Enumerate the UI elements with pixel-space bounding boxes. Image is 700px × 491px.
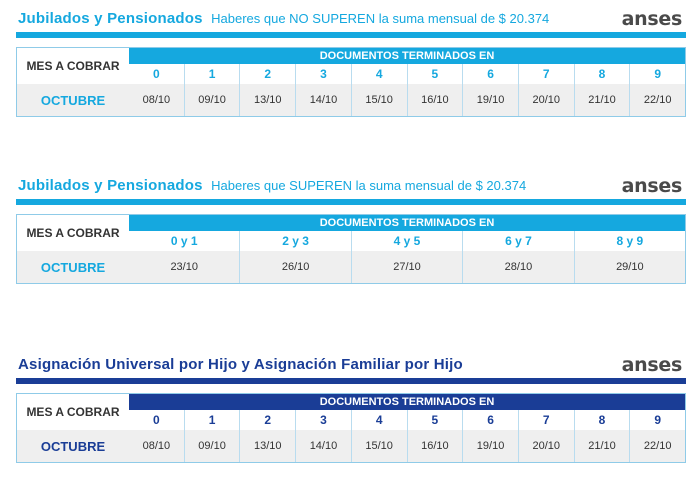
document-digit-cell: 8 <box>573 64 630 84</box>
payment-date-cell: 14/10 <box>295 430 351 462</box>
payment-schedule-table: MES A COBRAR OCTUBRE DOCUMENTOS TERMINAD… <box>16 47 686 117</box>
document-digit-cell: 4 <box>350 64 407 84</box>
payment-schedule-table: MES A COBRAR OCTUBRE DOCUMENTOS TERMINAD… <box>16 214 686 284</box>
payment-date-cell: 28/10 <box>462 251 573 283</box>
section-title: Asignación Universal por Hijo y Asignaci… <box>18 356 467 374</box>
payment-date-cell: 08/10 <box>142 94 171 106</box>
payment-date-cell: 09/10 <box>183 430 240 462</box>
document-digit-cell: 1 <box>183 64 240 84</box>
document-digit-cell: 6 <box>462 410 518 430</box>
schedule-section-2: Jubilados y Pensionados Haberes que SUPE… <box>16 173 686 284</box>
header-rule <box>16 199 686 205</box>
payment-schedule-table: MES A COBRAR OCTUBRE DOCUMENTOS TERMINAD… <box>16 393 686 463</box>
document-digit-cell: 2 <box>239 410 295 430</box>
anses-logo: anses <box>621 8 683 30</box>
document-digit-cell: 0 <box>153 413 160 427</box>
payment-date-cell: 22/10 <box>629 430 685 462</box>
document-digit-cell: 6 <box>462 64 518 84</box>
section-title-main: Jubilados y Pensionados <box>18 177 203 194</box>
month-value: OCTUBRE <box>17 430 129 462</box>
payment-date-cell: 16/10 <box>406 84 463 116</box>
document-digit-cell: 7 <box>517 64 574 84</box>
document-digit-cell: 9 <box>629 64 685 84</box>
mes-a-cobrar-label: MES A COBRAR <box>26 226 120 240</box>
month-value: OCTUBRE <box>17 84 129 116</box>
payment-date-cell: 22/10 <box>629 84 685 116</box>
payment-date-cell: 26/10 <box>239 251 350 283</box>
document-digit-cell: 5 <box>406 64 463 84</box>
section-subtitle: Haberes que NO SUPEREN la suma mensual d… <box>211 11 550 26</box>
anses-logo: anses <box>621 354 683 376</box>
dates-row: 08/10 09/10 13/10 14/10 15/10 16/10 19/10 20/10… <box>129 430 685 462</box>
payment-date-cell: 13/10 <box>239 430 295 462</box>
section-subtitle: Haberes que SUPEREN la suma mensual de $… <box>211 178 527 193</box>
payment-date-cell: 15/10 <box>350 84 407 116</box>
section-title-main: Asignación Universal por Hijo y Asignaci… <box>18 356 463 373</box>
document-digit-cell: 4 y 5 <box>350 231 462 251</box>
month-value: OCTUBRE <box>17 251 129 283</box>
payment-date-cell: 20/10 <box>517 430 574 462</box>
payment-date-cell: 14/10 <box>295 84 351 116</box>
payment-date-cell: 15/10 <box>350 430 407 462</box>
document-digit-cell: 2 y 3 <box>239 231 350 251</box>
anses-logo: anses <box>621 175 683 197</box>
payment-date-cell: 23/10 <box>170 261 198 273</box>
mes-a-cobrar-label: MES A COBRAR <box>26 405 120 419</box>
header-rule <box>16 378 686 384</box>
payment-date-cell: 20/10 <box>517 84 574 116</box>
document-digit-cell: 5 <box>406 410 463 430</box>
section-header: Jubilados y Pensionados Haberes que SUPE… <box>16 173 686 199</box>
payment-date-cell: 13/10 <box>239 84 295 116</box>
document-digit-cell: 4 <box>350 410 407 430</box>
section-header: Jubilados y Pensionados Haberes que NO S… <box>16 6 686 32</box>
payment-date-cell: 16/10 <box>406 430 463 462</box>
document-digit-cell: 0 y 1 <box>170 234 198 248</box>
schedule-section-1: Jubilados y Pensionados Haberes que NO S… <box>16 6 686 117</box>
mes-a-cobrar-label: MES A COBRAR <box>26 59 120 73</box>
month-column: MES A COBRAR OCTUBRE <box>17 394 129 462</box>
document-digit-cell: 1 <box>183 410 240 430</box>
section-title: Jubilados y Pensionados Haberes que NO S… <box>18 10 549 28</box>
payment-date-cell: 27/10 <box>350 251 462 283</box>
documentos-header: DOCUMENTOS TERMINADOS EN <box>129 394 685 410</box>
document-digit-cell: 8 y 9 <box>573 231 685 251</box>
month-column: MES A COBRAR OCTUBRE <box>17 215 129 283</box>
document-digit-cell: 3 <box>295 410 351 430</box>
month-column: MES A COBRAR OCTUBRE <box>17 48 129 116</box>
document-digit-cell: 7 <box>517 410 574 430</box>
section-header: Asignación Universal por Hijo y Asignaci… <box>16 352 686 378</box>
document-digit-cell: 2 <box>239 64 295 84</box>
payment-date-cell: 09/10 <box>183 84 240 116</box>
payment-date-cell: 21/10 <box>573 430 630 462</box>
dates-row: 08/10 09/10 13/10 14/10 15/10 16/10 19/10 20/10… <box>129 84 685 116</box>
payment-date-cell: 19/10 <box>462 430 518 462</box>
document-digit-cell: 0 <box>153 67 160 81</box>
document-digit-cell: 8 <box>573 410 630 430</box>
dates-row: 23/10 26/10 27/10 28/10 29/10 <box>129 251 685 283</box>
header-rule <box>16 32 686 38</box>
payment-date-cell: 21/10 <box>573 84 630 116</box>
payment-date-cell: 08/10 <box>142 440 171 452</box>
schedule-section-3: Asignación Universal por Hijo y Asignaci… <box>16 352 686 463</box>
document-digit-cell: 3 <box>295 64 351 84</box>
section-title-main: Jubilados y Pensionados <box>18 10 203 27</box>
payment-date-cell: 29/10 <box>573 251 685 283</box>
documentos-header: DOCUMENTOS TERMINADOS EN <box>129 215 685 231</box>
document-digit-cell: 6 y 7 <box>462 231 573 251</box>
documentos-header: DOCUMENTOS TERMINADOS EN <box>129 48 685 64</box>
payment-date-cell: 19/10 <box>462 84 518 116</box>
document-digit-cell: 9 <box>629 410 685 430</box>
section-title: Jubilados y Pensionados Haberes que SUPE… <box>18 177 526 195</box>
